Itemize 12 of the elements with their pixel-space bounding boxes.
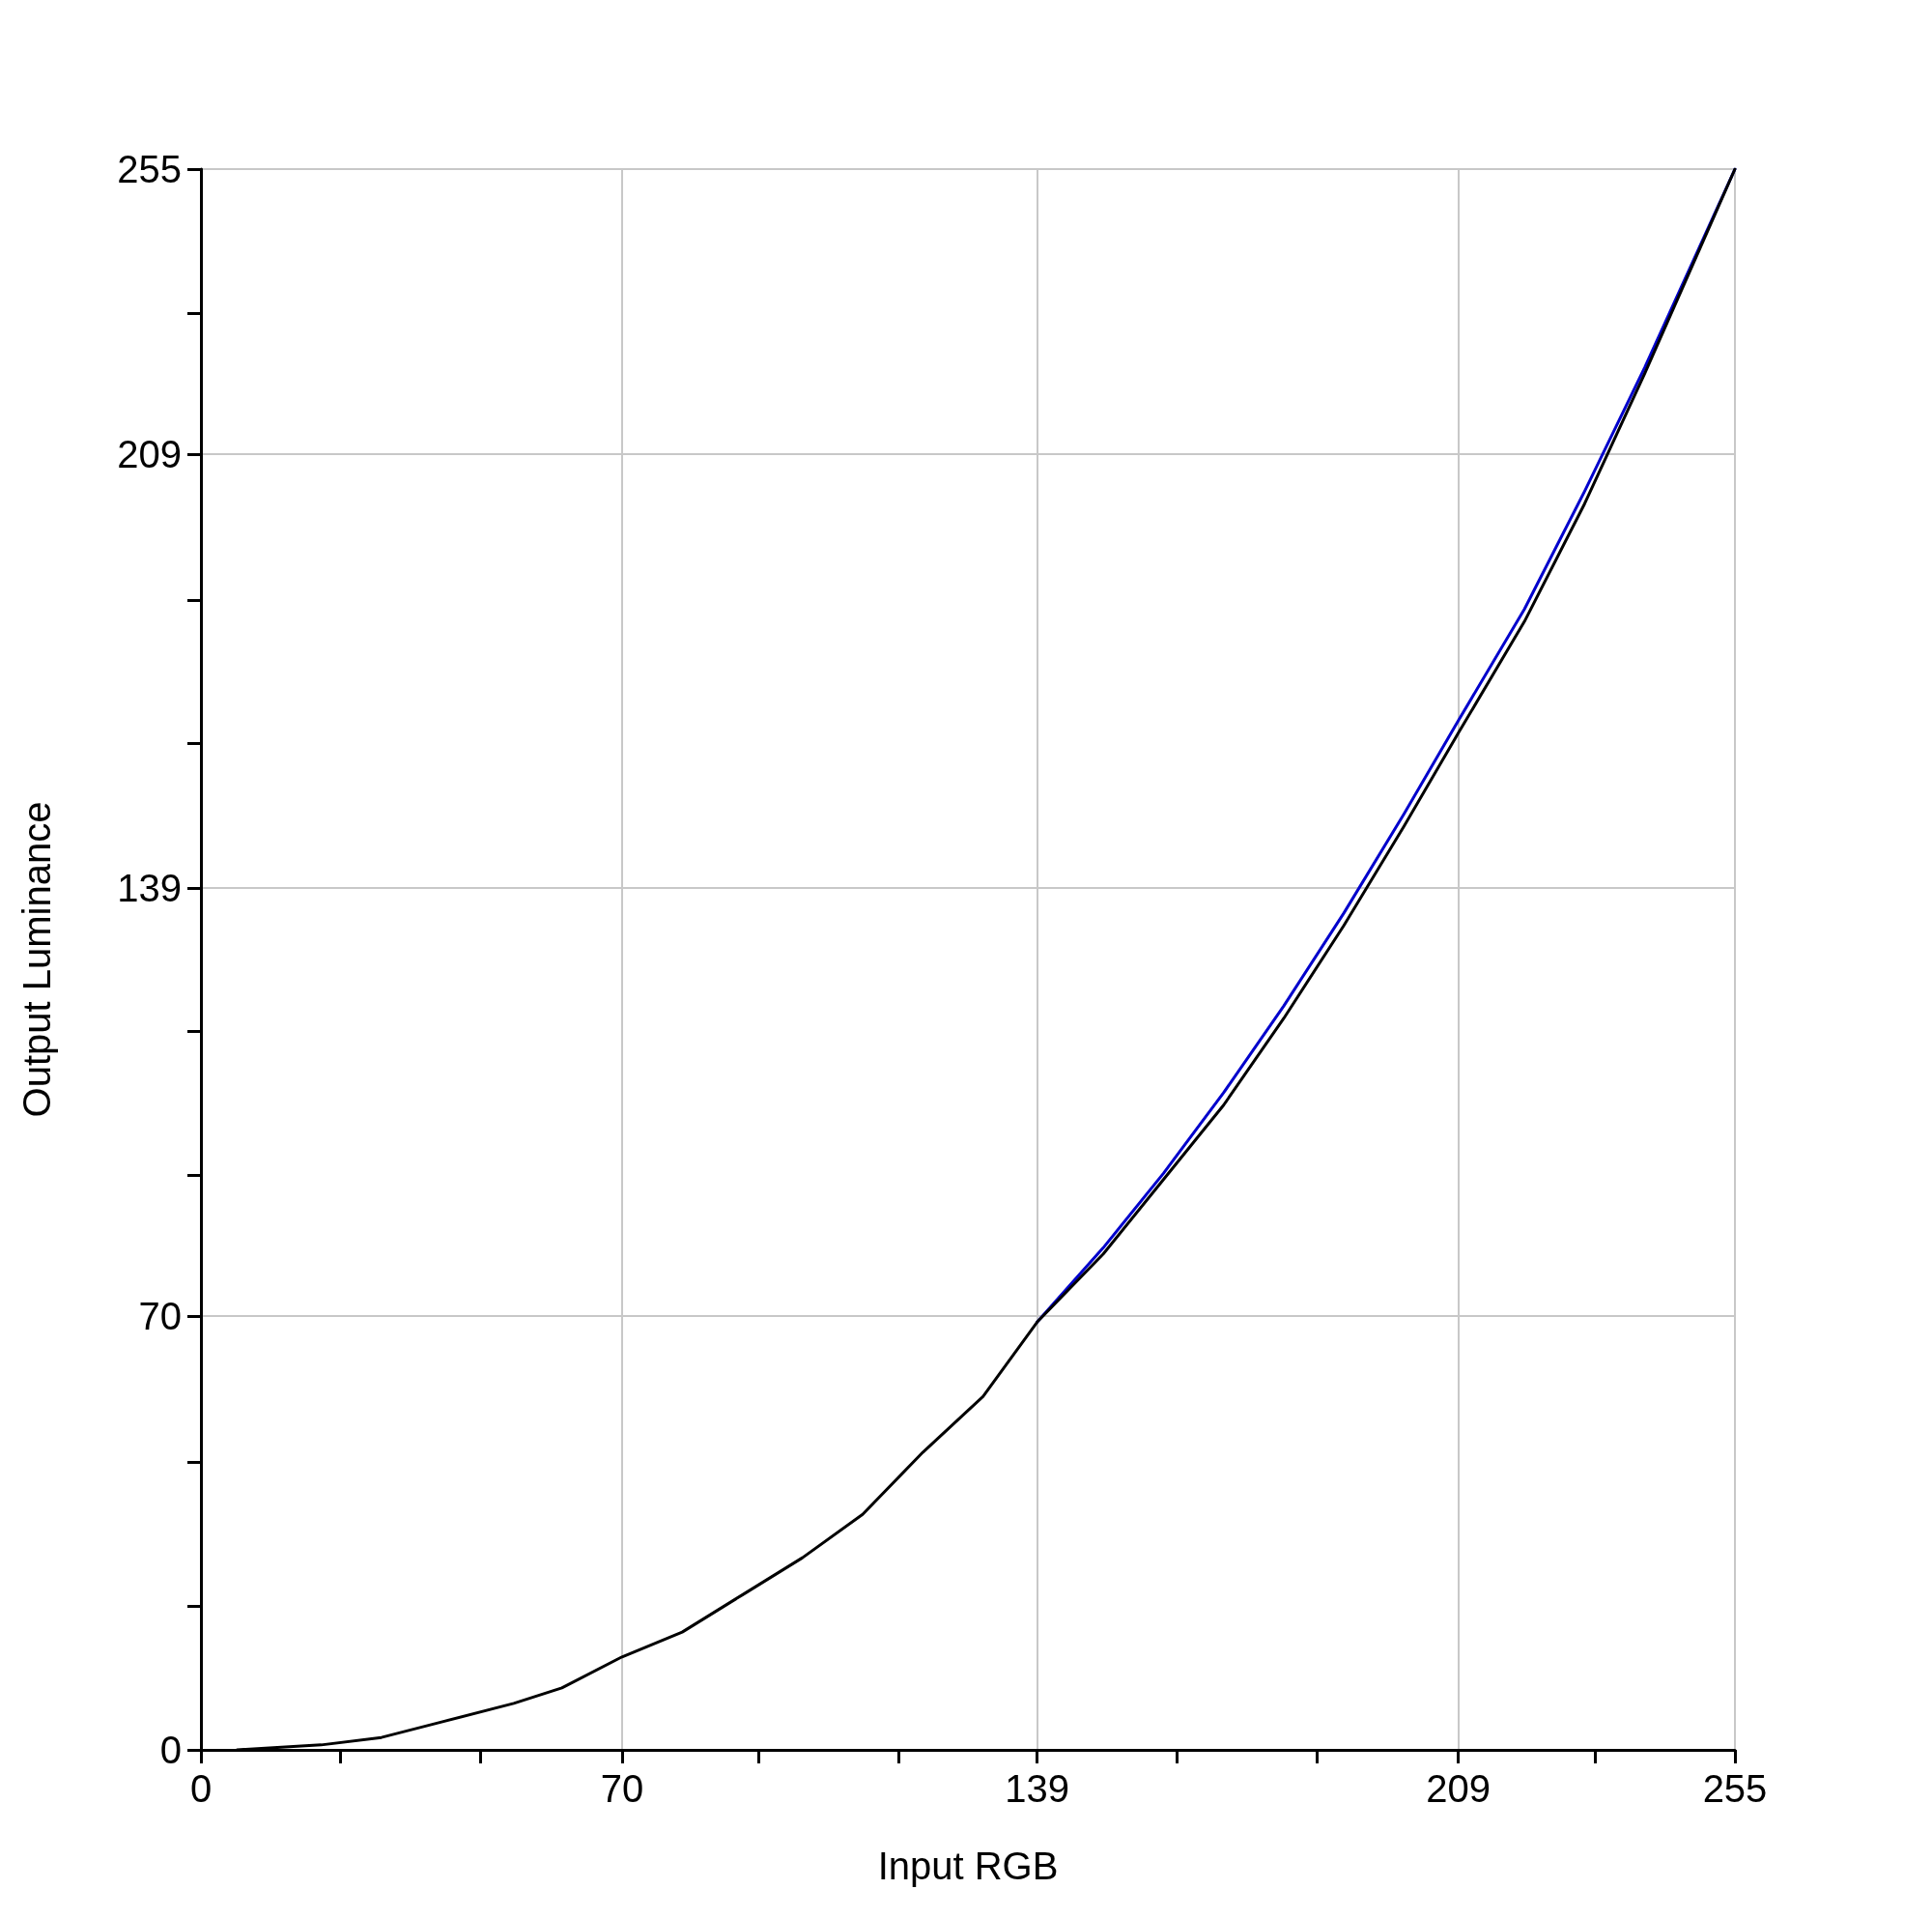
x-axis-title: Input RGB — [877, 1845, 1059, 1887]
x-tick-label: 70 — [600, 1767, 644, 1810]
x-tick-label: 0 — [189, 1767, 213, 1810]
y-tick-label: 255 — [117, 148, 182, 190]
x-tick-label: 255 — [1702, 1767, 1768, 1810]
y-tick-label: 0 — [159, 1729, 182, 1771]
y-tick-label: 209 — [117, 433, 182, 476]
y-tick-label: 70 — [138, 1294, 182, 1337]
y-tick-label: 139 — [117, 867, 182, 910]
y-axis-title: Output Luminance — [15, 801, 58, 1118]
x-tick-label: 139 — [1005, 1767, 1069, 1810]
x-tick-label: 209 — [1426, 1767, 1491, 1810]
